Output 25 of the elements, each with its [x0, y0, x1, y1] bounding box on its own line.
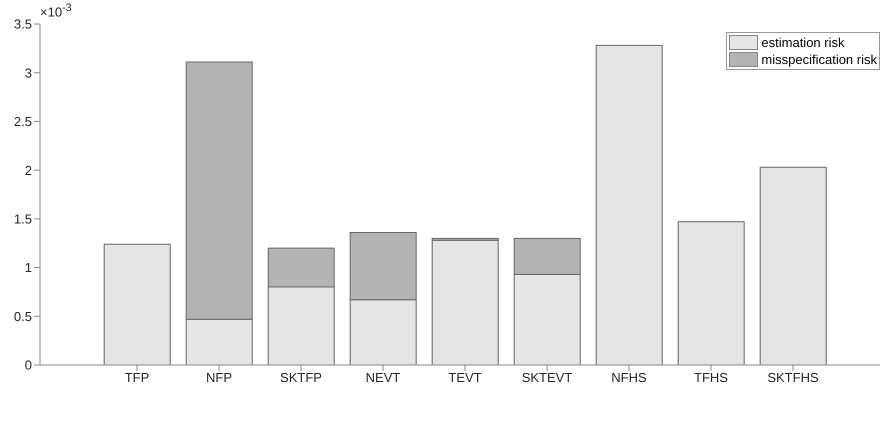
bar: [104, 244, 171, 365]
legend-label: estimation risk: [761, 35, 844, 50]
y-tick-label: 1: [24, 260, 32, 276]
bar: [432, 240, 499, 365]
text: ×10$^{-3}$: [40, 2, 72, 20]
x-tick-label: SKTFP: [280, 370, 322, 386]
bar: [596, 44, 663, 365]
y-tick-label: 0: [24, 358, 32, 373]
x-tick-label: TFHS: [694, 370, 728, 386]
x-tick-label: NFHS: [611, 370, 648, 386]
y-tick-label: 0.5: [14, 308, 32, 324]
y-tick-label: 2: [24, 162, 32, 178]
bar: [760, 166, 827, 365]
y-tick-label: 1.5: [14, 211, 32, 226]
x-tick-label: TEVT: [448, 370, 482, 386]
y-tick-label: 3: [24, 65, 32, 80]
y-tick-label: 3.5: [14, 16, 32, 32]
x-tick-label: NFP: [206, 370, 232, 386]
x-tick-label: SKTFHS: [767, 370, 819, 386]
y-tick-label: 2.5: [14, 114, 32, 130]
bar: [678, 221, 745, 365]
x-tick-label: TFP: [124, 370, 150, 386]
legend-label: misspecification risk: [761, 52, 877, 67]
x-tick-label: NEVT: [366, 370, 400, 386]
x-tick-label: SKTEVT: [522, 370, 572, 386]
